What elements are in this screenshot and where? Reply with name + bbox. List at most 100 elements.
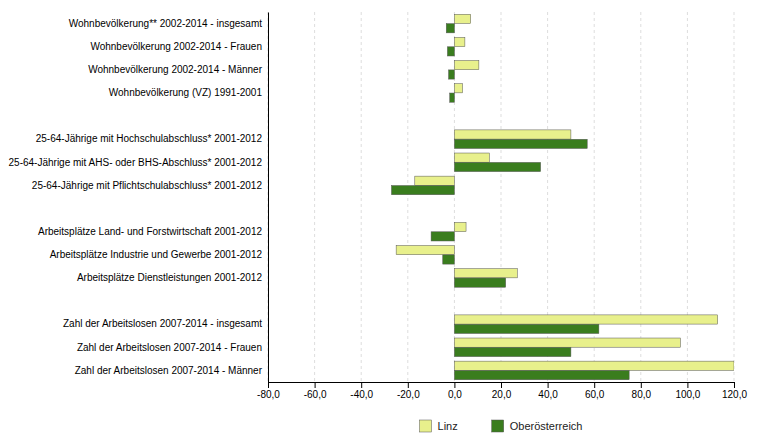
bar <box>450 93 455 102</box>
bar <box>454 371 629 380</box>
legend-item: Oberösterreich <box>492 420 583 432</box>
axis-line <box>269 383 735 389</box>
tick-label: Wohnbevölkerung (VZ) 1991-2001 <box>109 87 263 98</box>
tick-mark <box>408 382 409 388</box>
tick-mark <box>315 382 316 388</box>
tick-label: 80,0 <box>632 389 652 400</box>
tick: -60,0 <box>304 382 327 400</box>
tick: Wohnbevölkerung 2002-2014 - Frauen <box>90 41 262 52</box>
tick: Wohnbevölkerung (VZ) 1991-2001 <box>109 87 263 98</box>
bar <box>396 246 454 255</box>
tick-label: -60,0 <box>304 389 327 400</box>
tick: Zahl der Arbeitslosen 2007-2014 - Frauen <box>77 342 262 353</box>
tick: 40,0 <box>538 382 558 400</box>
bar <box>454 361 734 370</box>
bar <box>454 222 466 231</box>
legend-item: Linz <box>420 420 458 432</box>
tick-label: -80,0 <box>257 389 280 400</box>
bar <box>449 70 455 79</box>
tick-mark <box>641 382 642 388</box>
grid-line <box>640 12 641 382</box>
bar <box>446 24 454 33</box>
tick: 25-64-Jährige mit AHS- oder BHS-Abschlus… <box>9 157 263 168</box>
tick: 60,0 <box>585 382 605 400</box>
tick: 100,0 <box>675 382 700 400</box>
tick: 25-64-Jährige mit Hochschulabschluss* 20… <box>36 133 263 144</box>
tick: Zahl der Arbeitslosen 2007-2014 - Männer <box>75 365 263 376</box>
grid-line <box>268 12 269 382</box>
bar <box>454 61 478 70</box>
y-axis: Wohnbevölkerung** 2002-2014 - insgesamt W… <box>9 13 269 383</box>
bars <box>391 14 734 379</box>
legend-label: Linz <box>438 420 458 432</box>
tick-label: Wohnbevölkerung 2002-2014 - Männer <box>88 64 262 75</box>
chart: -80,0 -60,0 -40,0 -20,0 0,0 20,0 40,0 60,0 80,0 1… <box>0 0 760 444</box>
tick-label: 40,0 <box>538 389 558 400</box>
legend-swatch <box>420 420 432 432</box>
tick: 20,0 <box>492 382 512 400</box>
bar <box>454 14 470 23</box>
grid-line <box>314 12 315 382</box>
tick-label: 25-64-Jährige mit Pflichtschulabschluss*… <box>32 180 263 191</box>
tick-label: 25-64-Jährige mit Hochschulabschluss* 20… <box>36 133 263 144</box>
grid-line <box>407 12 408 382</box>
bar <box>454 315 717 324</box>
bar <box>454 269 517 278</box>
bar <box>454 84 462 93</box>
bar <box>454 278 505 287</box>
grid-line <box>687 12 688 382</box>
bar <box>454 130 571 139</box>
bar <box>454 338 680 347</box>
bar <box>447 47 454 56</box>
tick: 80,0 <box>632 382 652 400</box>
legend-label: Oberösterreich <box>510 420 583 432</box>
tick-label: 60,0 <box>585 389 605 400</box>
tick-mark <box>361 382 362 388</box>
tick: -20,0 <box>397 382 420 400</box>
tick-mark <box>268 382 269 388</box>
legend-swatch <box>492 420 504 432</box>
tick-label: 120,0 <box>722 389 747 400</box>
tick-label: Wohnbevölkerung** 2002-2014 - insgesamt <box>69 18 262 29</box>
tick-mark <box>687 382 688 388</box>
tick-label: Wohnbevölkerung 2002-2014 - Frauen <box>90 41 262 52</box>
bar <box>415 176 455 185</box>
tick-mark <box>734 382 735 388</box>
tick-label: 25-64-Jährige mit AHS- oder BHS-Abschlus… <box>9 157 263 168</box>
x-axis: -80,0 -60,0 -40,0 -20,0 0,0 20,0 40,0 60,0 80,0 1… <box>257 382 747 400</box>
bar <box>454 324 598 333</box>
tick: Zahl der Arbeitslosen 2007-2014 - insges… <box>63 318 262 329</box>
tick-label: Arbeitsplätze Dienstleistungen 2001-2012 <box>77 272 263 283</box>
tick: Arbeitsplätze Industrie und Gewerbe 2001… <box>50 249 263 260</box>
tick: Wohnbevölkerung** 2002-2014 - insgesamt <box>69 18 262 29</box>
tick: -40,0 <box>350 382 373 400</box>
tick: Arbeitsplätze Land- und Forstwirtschaft … <box>38 226 262 237</box>
bar <box>454 153 489 162</box>
plot: -80,0 -60,0 -40,0 -20,0 0,0 20,0 40,0 60,0 80,0 1… <box>9 12 748 400</box>
tick: 0,0 <box>448 382 462 400</box>
bar <box>454 139 587 148</box>
tick-label: 100,0 <box>675 389 700 400</box>
bar <box>443 255 455 264</box>
tick-label: -40,0 <box>350 389 373 400</box>
tick: Arbeitsplätze Dienstleistungen 2001-2012 <box>77 272 263 283</box>
tick-label: -20,0 <box>397 389 420 400</box>
tick-label: Zahl der Arbeitslosen 2007-2014 - Männer <box>75 365 263 376</box>
tick-mark <box>548 382 549 388</box>
tick-label: 0,0 <box>448 389 462 400</box>
tick-mark <box>594 382 595 388</box>
legend: Linz Oberösterreich <box>420 420 583 432</box>
tick-label: 20,0 <box>492 389 512 400</box>
axis-line <box>268 13 269 383</box>
tick-label: Arbeitsplätze Land- und Forstwirtschaft … <box>38 226 262 237</box>
tick: 120,0 <box>722 382 747 400</box>
bar <box>454 347 571 356</box>
bar <box>431 232 454 241</box>
grid <box>268 12 734 382</box>
grid-line <box>734 12 735 382</box>
tick: -80,0 <box>257 382 280 400</box>
tick-label: Zahl der Arbeitslosen 2007-2014 - Frauen <box>77 342 262 353</box>
tick-label: Zahl der Arbeitslosen 2007-2014 - insges… <box>63 318 262 329</box>
tick: 25-64-Jährige mit Pflichtschulabschluss*… <box>32 180 263 191</box>
bar <box>454 162 540 171</box>
